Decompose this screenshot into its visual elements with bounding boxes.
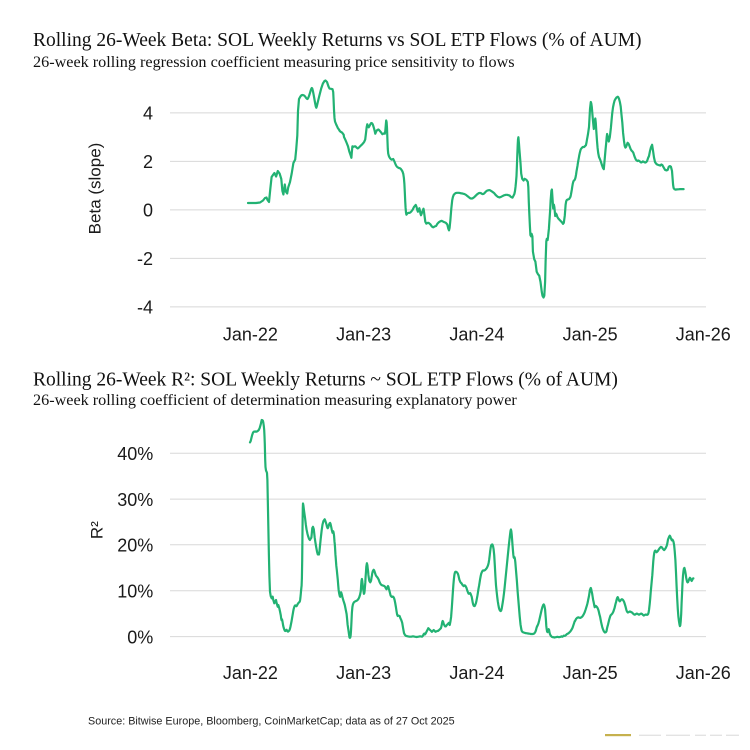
svg-text:0%: 0% bbox=[127, 627, 153, 647]
svg-text:40%: 40% bbox=[117, 444, 153, 464]
svg-text:-2: -2 bbox=[137, 249, 153, 269]
svg-text:Jan-22: Jan-22 bbox=[223, 663, 278, 683]
svg-text:Source: Bitwise Europe, Bloomb: Source: Bitwise Europe, Bloomberg, CoinM… bbox=[88, 716, 455, 728]
svg-text:-4: -4 bbox=[137, 297, 153, 317]
svg-text:Jan-23: Jan-23 bbox=[336, 663, 391, 683]
svg-text:2: 2 bbox=[143, 152, 153, 172]
svg-text:Jan-24: Jan-24 bbox=[449, 325, 504, 345]
svg-text:Rolling 26-Week Beta: SOL Week: Rolling 26-Week Beta: SOL Weekly Returns… bbox=[33, 30, 642, 51]
svg-text:Rolling 26-Week R²: SOL Weekly: Rolling 26-Week R²: SOL Weekly Returns ~… bbox=[33, 370, 618, 391]
svg-text:4: 4 bbox=[143, 103, 153, 123]
svg-text:Jan-26: Jan-26 bbox=[676, 663, 731, 683]
svg-text:20%: 20% bbox=[117, 536, 153, 556]
svg-text:Jan-25: Jan-25 bbox=[563, 325, 618, 345]
svg-text:Jan-23: Jan-23 bbox=[336, 325, 391, 345]
svg-text:10%: 10% bbox=[117, 581, 153, 601]
svg-text:Jan-26: Jan-26 bbox=[676, 325, 731, 345]
svg-text:R²: R² bbox=[87, 521, 106, 539]
svg-text:0: 0 bbox=[143, 200, 153, 220]
svg-text:Beta (slope): Beta (slope) bbox=[86, 143, 105, 235]
svg-text:Jan-22: Jan-22 bbox=[223, 325, 278, 345]
svg-text:Jan-25: Jan-25 bbox=[563, 663, 618, 683]
svg-text:Jan-24: Jan-24 bbox=[449, 663, 504, 683]
svg-text:30%: 30% bbox=[117, 490, 153, 510]
svg-text:26-week rolling coefficient of: 26-week rolling coefficient of determina… bbox=[33, 391, 517, 409]
svg-text:26-week rolling regression coe: 26-week rolling regression coefficient m… bbox=[33, 53, 515, 71]
